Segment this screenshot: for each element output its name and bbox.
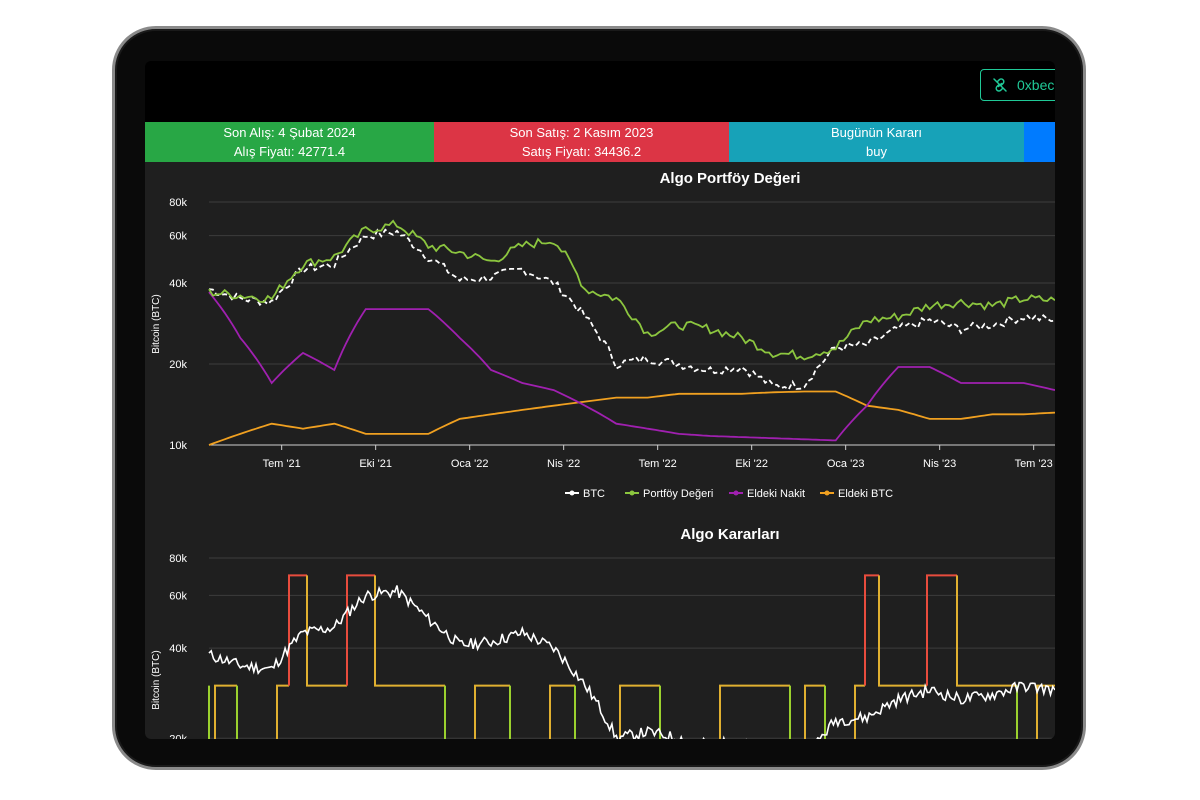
wallet-button[interactable]: 0xbec5 [980, 69, 1055, 101]
decision-segment-buy [509, 685, 511, 739]
legend-item[interactable]: Portföy Değeri [625, 488, 713, 500]
decision-segment-buy [236, 685, 238, 739]
legend-marker [629, 490, 635, 496]
decision-segment-buy [208, 685, 210, 739]
y-tick-label: 60k [169, 590, 187, 602]
decision-segment-hold [1036, 684, 1055, 739]
y-tick-label: 80k [169, 553, 187, 565]
legend-label: Eldeki BTC [838, 488, 893, 500]
legend-marker [824, 490, 830, 496]
last-buy-date: Son Alış: 4 Şubat 2024 [223, 125, 356, 140]
decision-segment-buy [1016, 685, 1018, 739]
last-sell-price: Satış Fiyatı: 34436.2 [521, 144, 642, 159]
decision-segment-hold [878, 575, 927, 687]
decisions-chart-title: Algo Kararları [680, 526, 779, 543]
charts-svg: Algo Portföy Değeri Algo Kararları Bitco… [151, 170, 1055, 739]
x-tick-label: Nis '22 [547, 458, 580, 470]
series-line-eldeki-btc [208, 390, 1055, 446]
decision-segment-sell [864, 574, 879, 686]
link-icon [993, 78, 1007, 92]
stats-bar: Son Alış: 4 Şubat 2024 Alış Fiyatı: 4277… [145, 122, 1055, 162]
decision-segment-hold [306, 575, 347, 687]
portfolio-chart-title: Algo Portföy Değeri [660, 170, 801, 187]
x-tick-label: Tem '23 [1015, 458, 1053, 470]
legend-marker [733, 490, 739, 496]
wallet-address: 0xbec5 [1017, 77, 1055, 93]
legend-label: Eldeki Nakit [747, 488, 805, 500]
decision-segment-hold [804, 684, 825, 739]
extra-panel [1024, 122, 1055, 162]
legend-marker [569, 490, 575, 496]
chart-area: Algo Portföy Değeri Algo Kararları Bitco… [145, 162, 1055, 739]
portfolio-legend[interactable]: BTC Portföy Değeri Eldeki Nakit Eldeki BTC [565, 488, 893, 500]
x-tick-label: Oca '23 [827, 458, 865, 470]
decision-segment-hold [474, 684, 510, 739]
decision-segment-sell [346, 574, 375, 686]
series-line-btc-price [208, 585, 1055, 739]
y-tick-label: 20k [169, 359, 187, 371]
decision-segment-buy [789, 685, 791, 739]
portfolio-chart: 10k 20k 40k 60k 80k Tem '21 Eki '21 Oca '22 Nis … [169, 197, 1055, 470]
x-tick-label: Eki '21 [359, 458, 392, 470]
y-tick-label: 60k [169, 231, 187, 243]
today-decision-value: buy [866, 144, 887, 159]
last-sell-date: Son Satış: 2 Kasım 2023 [509, 125, 654, 140]
legend-label: BTC [583, 488, 605, 500]
series-line-eldeki-nakit [208, 291, 1055, 442]
app-screen: 0xbec5 Son Alış: 4 Şubat 2024 Alış Fiyat… [145, 61, 1055, 739]
decision-segment-buy [659, 685, 661, 739]
x-tick-label: Oca '22 [451, 458, 489, 470]
last-buy-panel: Son Alış: 4 Şubat 2024 Alış Fiyatı: 4277… [145, 122, 434, 162]
legend-item[interactable]: Eldeki BTC [820, 488, 893, 500]
today-decision-label: Bugünün Kararı [830, 125, 923, 140]
x-tick-label: Nis '23 [923, 458, 956, 470]
x-tick-label: Eki '22 [735, 458, 768, 470]
y-tick-label: 80k [169, 197, 187, 209]
last-sell-panel: Son Satış: 2 Kasım 2023 Satış Fiyatı: 34… [434, 122, 729, 162]
y-tick-label: 20k [169, 733, 187, 739]
decision-segment-hold [719, 684, 790, 739]
decision-segment-hold [549, 684, 575, 739]
decision-segment-hold [854, 684, 865, 739]
x-tick-label: Tem '21 [263, 458, 301, 470]
decision-segment-hold [214, 684, 237, 739]
legend-label: Portföy Değeri [643, 488, 713, 500]
decision-segment-hold [956, 575, 1017, 687]
decision-segment-hold [276, 684, 289, 739]
decisions-chart: 20k 40k 60k 80k [169, 553, 1055, 739]
legend-item[interactable]: BTC [565, 488, 605, 500]
portfolio-y-axis-label: Bitcoin (BTC) [151, 294, 162, 353]
decision-segment-hold [374, 575, 445, 687]
decision-segment-sell [926, 574, 957, 686]
y-tick-label: 40k [169, 278, 187, 290]
y-tick-label: 40k [169, 643, 187, 655]
series-line-btc [208, 228, 1055, 391]
today-decision-panel: Bugünün Kararı buy [729, 122, 1024, 162]
decisions-y-axis-label: Bitcoin (BTC) [151, 650, 162, 709]
last-buy-price: Alış Fiyatı: 42771.4 [233, 144, 346, 159]
decision-segment-buy [574, 685, 576, 739]
series-line-portf-y-de-eri [208, 219, 1055, 361]
x-tick-label: Tem '22 [639, 458, 677, 470]
decision-segment-buy [444, 685, 446, 739]
decision-segment-buy [824, 685, 826, 739]
y-tick-label: 10k [169, 440, 187, 452]
legend-item[interactable]: Eldeki Nakit [729, 488, 805, 500]
